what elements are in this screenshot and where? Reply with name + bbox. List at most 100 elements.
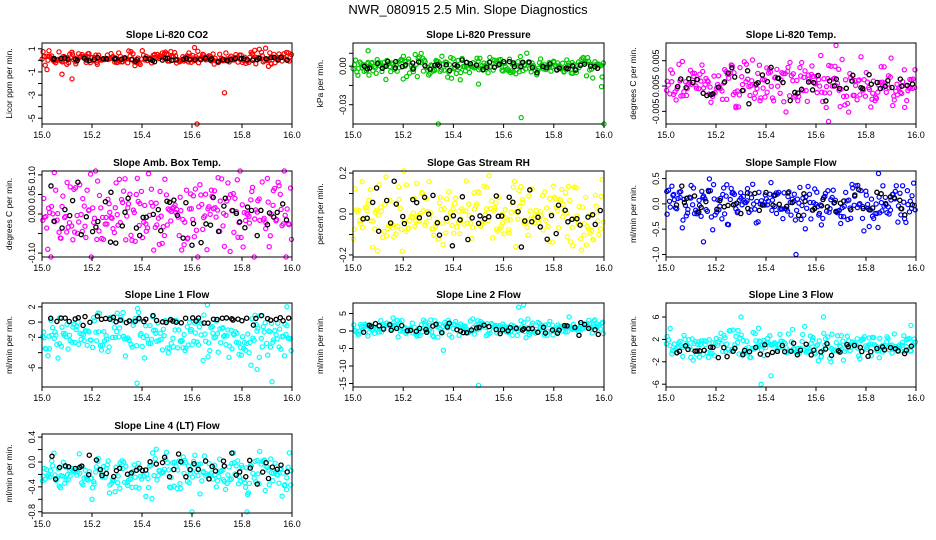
data-point (99, 214, 106, 221)
data-point (887, 207, 894, 213)
data-point (721, 185, 727, 191)
data-point (826, 90, 833, 96)
data-point (570, 243, 576, 249)
highlight-point (481, 322, 487, 328)
data-point (596, 231, 602, 238)
data-point (711, 352, 718, 359)
highlight-point (153, 317, 160, 324)
highlight-point (133, 225, 140, 231)
data-point (395, 223, 401, 229)
data-point (63, 229, 70, 235)
data-point (825, 187, 831, 194)
highlight-point (710, 344, 716, 351)
data-point (96, 192, 103, 199)
data-point (667, 342, 673, 349)
data-point (132, 238, 138, 244)
data-point (266, 482, 272, 488)
highlight-point (94, 54, 101, 61)
data-point (242, 484, 249, 491)
y-axis-label: Licor ppm per min. (4, 48, 14, 118)
highlight-point (535, 214, 541, 221)
highlight-point (518, 244, 525, 250)
highlight-point (707, 344, 714, 350)
data-point (828, 359, 834, 365)
highlight-point (398, 322, 405, 329)
data-point (351, 226, 357, 233)
data-point (517, 53, 524, 60)
data-point (284, 323, 290, 329)
highlight-point (274, 466, 281, 473)
x-tick-label: 15.6 (183, 393, 201, 403)
highlight-point (102, 315, 109, 322)
y-tick-label: -2 (27, 333, 37, 341)
data-point (247, 339, 253, 346)
highlight-point (776, 201, 783, 208)
data-point (224, 333, 230, 339)
highlight-point (881, 346, 888, 353)
highlight-point (103, 470, 110, 477)
data-point (676, 61, 682, 68)
data-points (40, 168, 295, 260)
data-point (752, 90, 759, 96)
data-point (825, 334, 831, 340)
highlight-point (732, 345, 738, 352)
highlight-point (581, 321, 588, 328)
highlight-point (457, 217, 463, 223)
data-point (89, 496, 95, 502)
data-point (405, 56, 412, 62)
data-point (516, 203, 523, 210)
data-point (245, 490, 252, 496)
highlight-point (373, 185, 380, 191)
highlight-point (150, 312, 156, 319)
data-point (802, 68, 808, 74)
data-point (470, 316, 476, 322)
data-point (171, 49, 178, 56)
data-point (486, 172, 492, 179)
highlight-point (898, 205, 904, 212)
highlight-point (877, 85, 884, 92)
data-point (104, 221, 110, 227)
data-point (67, 473, 73, 479)
data-point (763, 344, 769, 351)
highlight-point (232, 55, 239, 62)
highlight-point (891, 195, 898, 201)
highlight-point (507, 324, 514, 331)
highlight-point (107, 239, 114, 245)
panel-title: Slope Li-820 Pressure (426, 30, 531, 41)
data-point (581, 232, 587, 238)
data-point (202, 213, 208, 219)
data-point (192, 330, 198, 336)
data-point (351, 322, 357, 328)
x-tick-label: 16.0 (595, 130, 613, 140)
data-point (446, 61, 453, 68)
data-point (356, 207, 362, 214)
highlight-point (467, 60, 474, 67)
highlight-point (66, 212, 73, 219)
data-point (288, 482, 294, 488)
highlight-point (210, 194, 216, 201)
data-point (705, 79, 711, 85)
data-point (795, 97, 801, 104)
data-point (154, 222, 160, 228)
data-point (820, 98, 826, 105)
data-point (131, 209, 137, 216)
highlight-point (443, 215, 450, 222)
data-point (807, 199, 813, 206)
data-point (799, 202, 805, 209)
data-point (856, 353, 862, 359)
data-point (729, 62, 735, 69)
highlight-point (511, 63, 518, 70)
data-point (691, 73, 697, 80)
data-point (383, 174, 389, 180)
data-point (143, 493, 149, 499)
data-point (204, 246, 210, 253)
data-point (808, 216, 814, 222)
highlight-point (267, 317, 274, 323)
data-point (118, 315, 124, 321)
data-point (255, 325, 261, 331)
data-point (823, 83, 830, 90)
data-point (72, 184, 79, 191)
highlight-point (233, 210, 240, 217)
data-point (877, 79, 883, 86)
